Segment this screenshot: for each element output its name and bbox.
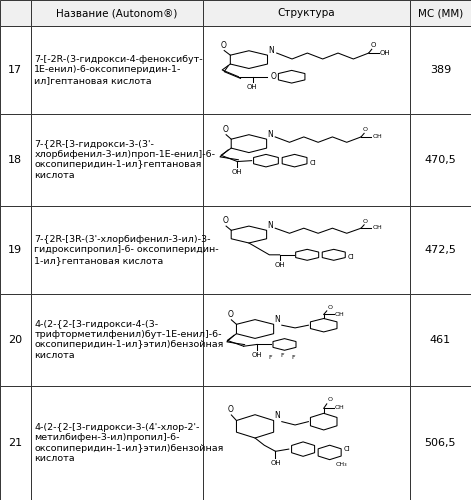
Text: 461: 461 <box>430 335 451 345</box>
Bar <box>31 0 203 26</box>
Text: 19: 19 <box>8 245 22 255</box>
Bar <box>0 206 31 294</box>
Bar <box>410 294 471 386</box>
Bar <box>203 26 410 114</box>
Bar <box>203 114 410 206</box>
Bar <box>203 0 410 26</box>
Text: Структура: Структура <box>277 8 335 18</box>
Text: 21: 21 <box>8 438 22 448</box>
Bar <box>31 294 203 386</box>
Bar <box>203 206 410 294</box>
Bar <box>410 206 471 294</box>
Bar <box>410 0 471 26</box>
Text: Название (Autonom®): Название (Autonom®) <box>56 8 177 18</box>
Text: 4-(2-{2-[3-гидрокси-3-(4'-хлор-2'-
метилбифен-3-ил)пропил]-6-
оксопиперидин-1-ил: 4-(2-{2-[3-гидрокси-3-(4'-хлор-2'- метил… <box>34 423 224 463</box>
Bar <box>410 114 471 206</box>
Text: 4-(2-{2-[3-гидрокси-4-(3-
трифторметилфенил)бут-1Е-енил]-6-
оксопиперидин-1-ил}э: 4-(2-{2-[3-гидрокси-4-(3- трифторметилфе… <box>34 320 224 360</box>
Bar <box>410 386 471 500</box>
Bar <box>0 114 31 206</box>
Bar <box>0 294 31 386</box>
Bar <box>0 0 31 26</box>
Text: МС (ММ): МС (ММ) <box>418 8 463 18</box>
Bar <box>31 206 203 294</box>
Text: 7-[-2R-(3-гидрокси-4-феноксибут-
1Е-енил)-6-оксопиперидин-1-
ил]гептановая кисло: 7-[-2R-(3-гидрокси-4-феноксибут- 1Е-енил… <box>34 55 203 84</box>
Text: 470,5: 470,5 <box>424 155 456 165</box>
Text: 20: 20 <box>8 335 22 345</box>
Bar <box>203 294 410 386</box>
Text: 472,5: 472,5 <box>424 245 456 255</box>
Bar <box>31 386 203 500</box>
Text: 7-{2R-[3R-(3'-хлорбифенил-3-ил)-3-
гидроксипропил]-6- оксопиперидин-
1-ил}гептан: 7-{2R-[3R-(3'-хлорбифенил-3-ил)-3- гидро… <box>34 235 219 264</box>
Text: 17: 17 <box>8 65 22 75</box>
Bar <box>0 386 31 500</box>
Bar <box>0 26 31 114</box>
Bar <box>31 26 203 114</box>
Bar <box>410 26 471 114</box>
Text: 506,5: 506,5 <box>425 438 456 448</box>
Text: 389: 389 <box>430 65 451 75</box>
Text: 18: 18 <box>8 155 22 165</box>
Bar <box>31 114 203 206</box>
Text: 7-{2R-[3-гидрокси-3-(3'-
хлорбифенил-3-ил)проп-1Е-енил]-6-
оксопиперидин-1-ил}ге: 7-{2R-[3-гидрокси-3-(3'- хлорбифенил-3-и… <box>34 140 215 180</box>
Bar <box>203 386 410 500</box>
